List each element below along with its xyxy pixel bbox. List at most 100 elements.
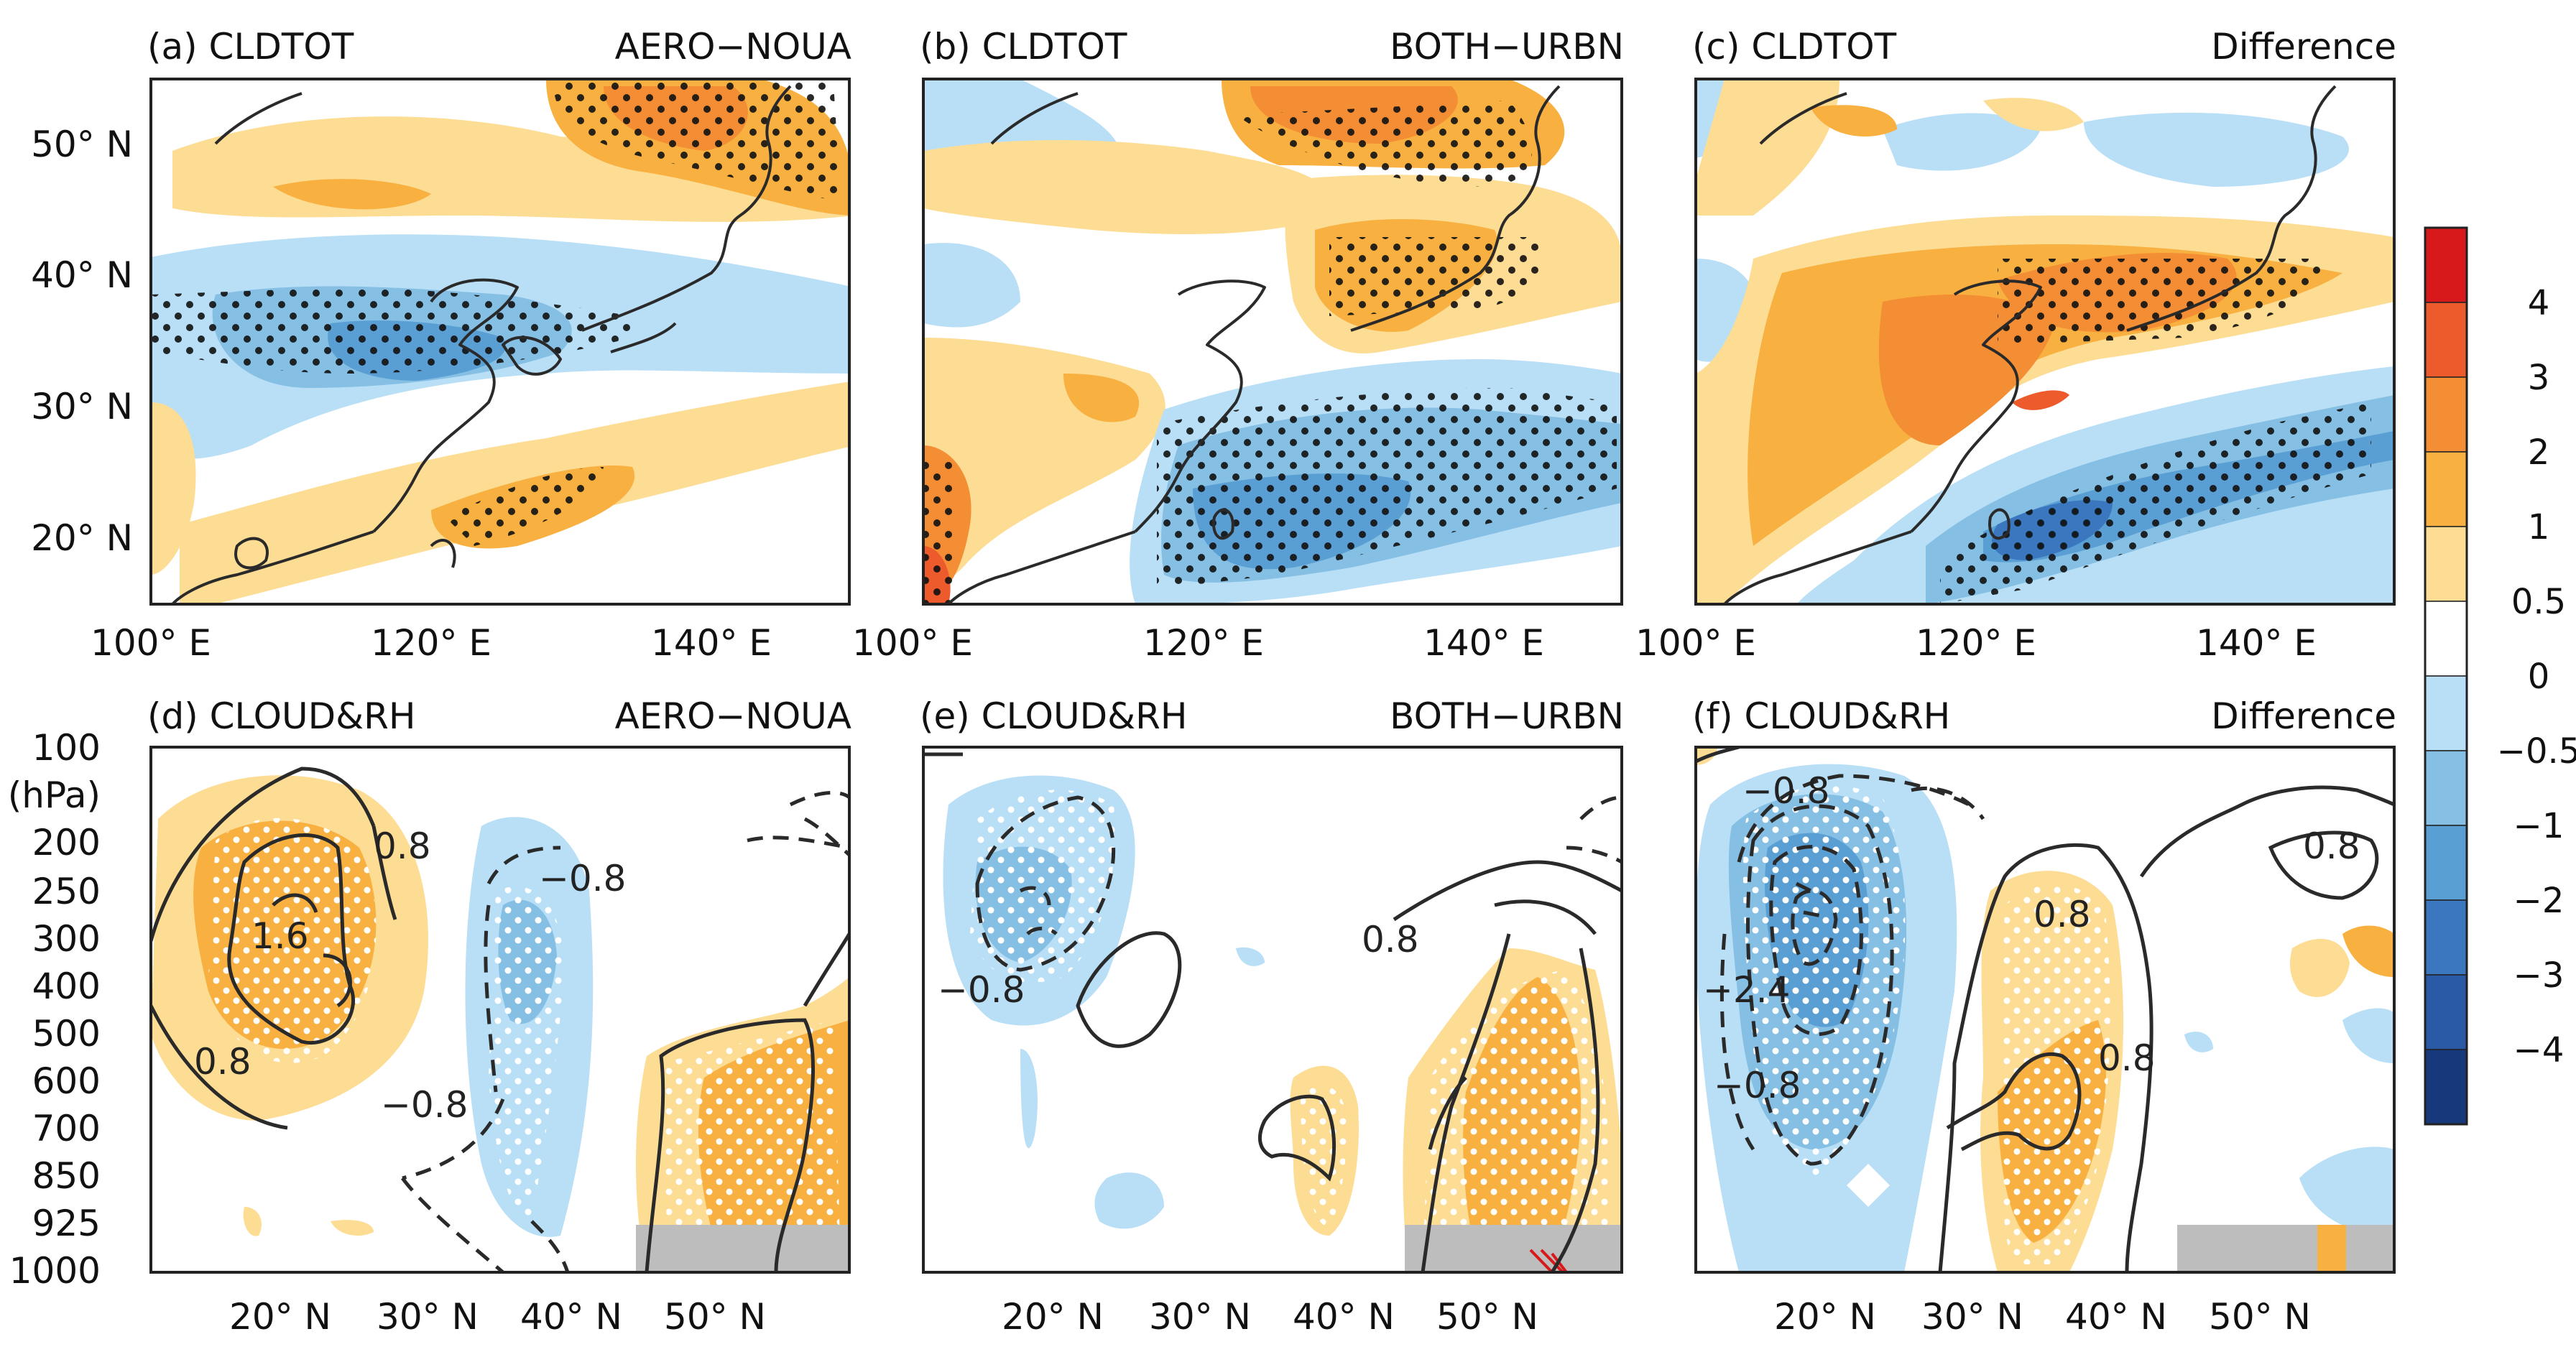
colorbar-swatch	[2424, 675, 2467, 751]
xtick-50n-f: 50° N	[2209, 1296, 2311, 1338]
ytick-1000: 1000	[9, 1250, 101, 1292]
panel-d-xticks: 20° N 30° N 40° N 50° N	[229, 1296, 766, 1338]
xtick-40n-e: 40° N	[1293, 1296, 1395, 1338]
colorbar-label: 3	[2528, 358, 2550, 398]
panel-f-field	[1696, 747, 2394, 1272]
ytick-250: 250	[32, 871, 101, 912]
colorbar: 4 3 2 1 0.5 0 −0.5 −1 −2 −3 −4	[2424, 226, 2576, 1126]
colorbar-label: −0.5	[2497, 731, 2576, 772]
panel-d-contours	[151, 767, 849, 1272]
panel-c: (c) CLDTOT Difference 100° E 120° E 140°…	[1635, 26, 2396, 664]
panel-a-title: (a) CLDTOT	[147, 26, 354, 68]
ytick-600: 600	[32, 1060, 101, 1102]
panel-a-case: AERO−NOUA	[615, 26, 851, 68]
ytick-20n: 20° N	[31, 517, 133, 559]
contour-label: 0.8	[2098, 1037, 2156, 1079]
ytick-850: 850	[32, 1155, 101, 1197]
panel-c-case: Difference	[2211, 26, 2396, 68]
panel-b-title: (b) CLDTOT	[920, 26, 1127, 68]
contour-label: 0.8	[374, 825, 431, 867]
panel-a-yticks: 50° N 40° N 30° N 20° N	[31, 124, 133, 559]
contour-label: 0.8	[2033, 894, 2091, 935]
ytick-700: 700	[32, 1108, 101, 1149]
panel-c-xticks: 100° E 120° E 140° E	[1635, 622, 2317, 664]
panel-b: (b) CLDTOT BOTH−URBN 100° E 120° E 140° …	[852, 26, 1624, 664]
colorbar-label: 0	[2528, 657, 2550, 697]
xtick-40n-f: 40° N	[2065, 1296, 2167, 1338]
colorbar-label: 0.5	[2511, 582, 2566, 622]
coastline-b	[947, 85, 1561, 604]
ytick-925: 925	[32, 1203, 101, 1244]
colorbar-swatch	[2424, 974, 2467, 1050]
plot-frame-a	[149, 78, 851, 606]
xtick-20n-e: 20° N	[1002, 1296, 1104, 1338]
colorbar-label: −3	[2513, 955, 2565, 996]
panel-d-case: AERO−NOUA	[615, 695, 851, 737]
colorbar-swatch	[2424, 750, 2467, 826]
ytick-100: 100	[32, 727, 101, 769]
panel-e-xticks: 20° N 30° N 40° N 50° N	[1002, 1296, 1538, 1338]
colorbar-swatch	[2424, 601, 2467, 677]
xtick-30n-f: 30° N	[1921, 1296, 2023, 1338]
colorbar-label: −4	[2513, 1030, 2565, 1070]
panel-b-xticks: 100° E 120° E 140° E	[852, 622, 1544, 664]
panel-f-contours	[1696, 747, 2394, 1272]
colorbar-label: −2	[2513, 881, 2565, 921]
ytick-500: 500	[32, 1013, 101, 1055]
colorbar-swatches	[2424, 227, 2467, 1125]
panel-c-title: (c) CLDTOT	[1692, 26, 1897, 68]
contour-label: −0.8	[539, 858, 626, 899]
colorbar-swatch	[2424, 1049, 2467, 1125]
xtick-20n-f: 20° N	[1774, 1296, 1876, 1338]
panel-d: (d) CLOUD&RH AERO−NOUA 0.8 1.6 0.8 −0.8 …	[8, 695, 851, 1338]
plot-frame-d	[149, 746, 851, 1274]
contour-label: −0.8	[1714, 1065, 1801, 1106]
xtick-30n-e: 30° N	[1149, 1296, 1251, 1338]
plot-frame-c	[1694, 78, 2396, 606]
panel-e-case: BOTH−URBN	[1390, 695, 1624, 737]
xtick-120e-c: 120° E	[1916, 622, 2036, 664]
panel-f-title: (f) CLOUD&RH	[1692, 695, 1950, 737]
colorbar-label: 1	[2528, 507, 2550, 547]
colorbar-swatch	[2424, 899, 2467, 976]
xtick-140e-c: 140° E	[2196, 622, 2317, 664]
panel-d-field	[151, 747, 849, 1272]
colorbar-swatch	[2424, 451, 2467, 527]
panel-a-field	[151, 79, 849, 604]
contour-label: 0.8	[1362, 919, 1419, 960]
colorbar-swatch	[2424, 227, 2467, 303]
panel-d-contour-labels: 0.8 1.6 0.8 −0.8 −0.8	[194, 825, 626, 1126]
contour-label: −0.8	[1742, 770, 1829, 812]
contour-label: −0.8	[938, 969, 1025, 1011]
panel-e-field	[923, 747, 1622, 1272]
panel-f-xticks: 20° N 30° N 40° N 50° N	[1774, 1296, 2311, 1338]
ytick-50n: 50° N	[31, 124, 133, 165]
contour-label: 0.8	[194, 1041, 251, 1083]
colorbar-swatch	[2424, 825, 2467, 901]
contour-label: 1.6	[251, 915, 309, 957]
xtick-100e-b: 100° E	[852, 622, 973, 664]
contour-label: 0.8	[2303, 825, 2360, 867]
xtick-50n: 50° N	[664, 1296, 766, 1338]
panel-e-title: (e) CLOUD&RH	[920, 695, 1187, 737]
xtick-140e-b: 140° E	[1423, 622, 1544, 664]
colorbar-frame	[2424, 226, 2468, 1126]
colorbar-label: 4	[2528, 283, 2550, 323]
ytick-30n: 30° N	[31, 386, 133, 427]
panel-b-case: BOTH−URBN	[1390, 26, 1624, 68]
ytick-unit: (hPa)	[8, 774, 101, 816]
panel-e-contour-labels: −0.8 0.8	[938, 919, 1419, 1011]
xtick-120e: 120° E	[371, 622, 491, 664]
panel-e: (e) CLOUD&RH BOTH−URBN −0.8 0.8 20° N 30…	[920, 695, 1624, 1338]
panel-a: (a) CLDTOT AERO−NOUA 50° N 40° N 30° N 2…	[31, 26, 851, 664]
contour-label: −2.4	[1703, 969, 1790, 1011]
xtick-100e: 100° E	[91, 622, 211, 664]
colorbar-labels: 4 3 2 1 0.5 0 −0.5 −1 −2 −3 −4	[2497, 283, 2576, 1070]
xtick-40n: 40° N	[520, 1296, 622, 1338]
colorbar-swatch	[2424, 376, 2467, 453]
xtick-20n: 20° N	[229, 1296, 331, 1338]
ytick-400: 400	[32, 966, 101, 1007]
contour-label: −0.8	[381, 1084, 468, 1126]
ytick-40n: 40° N	[31, 254, 133, 296]
xtick-120e-b: 120° E	[1143, 622, 1264, 664]
